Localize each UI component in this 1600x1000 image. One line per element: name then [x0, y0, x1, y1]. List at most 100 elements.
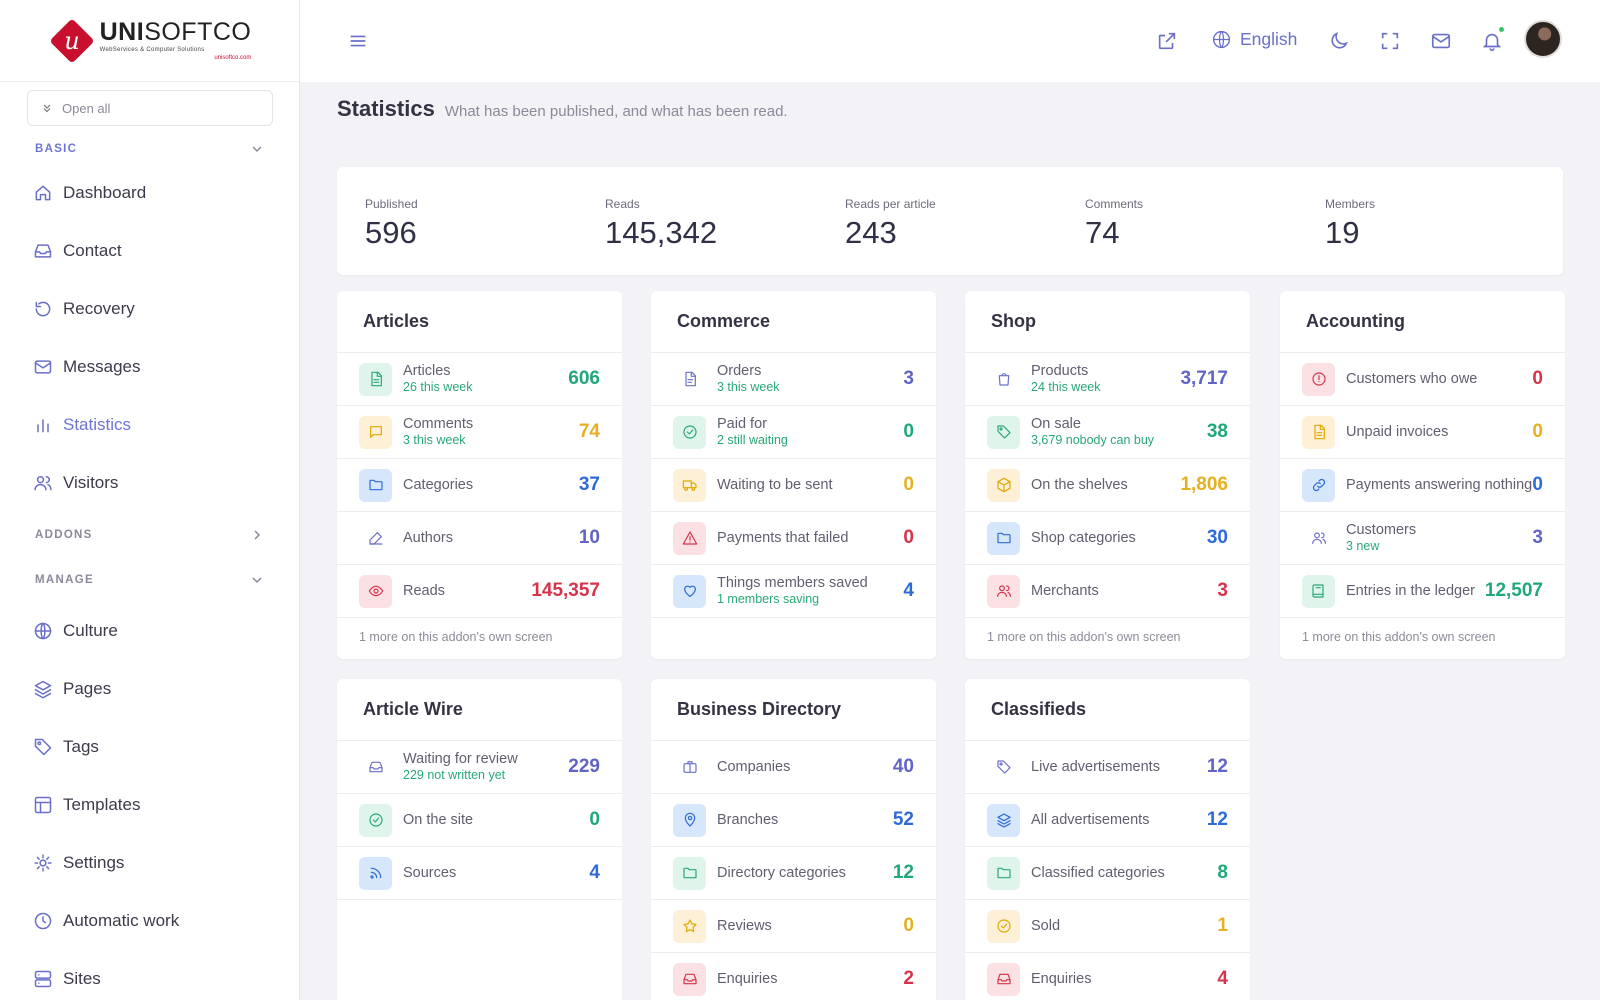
stat-row-customers[interactable]: Customers 3 new 3 [1280, 512, 1565, 565]
tag-icon [987, 751, 1020, 784]
stat-row-waiting-to-be-sent[interactable]: Waiting to be sent 0 [651, 459, 936, 512]
layout-icon [33, 795, 53, 815]
stat-row-value: 0 [903, 915, 914, 936]
file-icon [673, 363, 706, 396]
stat-row-on-the-shelves[interactable]: On the shelves 1,806 [965, 459, 1250, 512]
moon-icon[interactable] [1328, 30, 1350, 52]
menu-toggle-icon[interactable] [347, 30, 369, 52]
stat-row-products[interactable]: Products 24 this week 3,717 [965, 353, 1250, 406]
stat-row-classified-categories[interactable]: Classified categories 8 [965, 847, 1250, 900]
stat-row-payments-answering-nothing[interactable]: Payments answering nothing 0 [1280, 459, 1565, 512]
stat-row-on-the-site[interactable]: On the site 0 [337, 794, 622, 847]
sidebar-item-tags[interactable]: Tags [33, 737, 99, 757]
stat-row-branches[interactable]: Branches 52 [651, 794, 936, 847]
card-accounting: Accounting Customers who owe 0 Unpaid invoi… [1280, 291, 1565, 659]
language-selector[interactable]: English [1211, 29, 1297, 50]
sidebar-item-pages[interactable]: Pages [33, 679, 111, 699]
briefcase-icon [673, 751, 706, 784]
sidebar-item-messages[interactable]: Messages [33, 357, 140, 377]
stat-row-value: 3 [1217, 580, 1228, 601]
globe-icon [1211, 29, 1232, 50]
stat-row-comments[interactable]: Comments 3 this week 74 [337, 406, 622, 459]
sidebar-item-culture[interactable]: Culture [33, 621, 118, 641]
sidebar-item-visitors[interactable]: Visitors [33, 473, 118, 493]
mail-icon[interactable] [1430, 30, 1452, 52]
stat-row-reviews[interactable]: Reviews 0 [651, 900, 936, 953]
mail-icon [33, 357, 53, 377]
stat-row-customers-who-owe[interactable]: Customers who owe 0 [1280, 353, 1565, 406]
section-manage[interactable]: MANAGE [35, 574, 263, 586]
summary-stat-published: Published 596 [365, 197, 418, 251]
stat-row-value: 0 [1532, 474, 1543, 495]
external-link-icon[interactable] [1156, 30, 1178, 52]
stat-row-label: Unpaid invoices [1346, 423, 1449, 440]
stat-row-categories[interactable]: Categories 37 [337, 459, 622, 512]
stat-row-payments-that-failed[interactable]: Payments that failed 0 [651, 512, 936, 565]
sidebar-item-statistics[interactable]: Statistics [33, 415, 131, 435]
stat-row-label: Sources [403, 864, 457, 881]
stat-row-authors[interactable]: Authors 10 [337, 512, 622, 565]
stat-row-all-advertisements[interactable]: All advertisements 12 [965, 794, 1250, 847]
sidebar-item-templates[interactable]: Templates [33, 795, 140, 815]
stat-row-shop-categories[interactable]: Shop categories 30 [965, 512, 1250, 565]
stat-row-label: Payments answering nothing [1346, 476, 1533, 493]
stat-row-live-advertisements[interactable]: Live advertisements 12 [965, 741, 1250, 794]
stat-row-value: 0 [1532, 421, 1543, 442]
stat-row-value: 0 [903, 527, 914, 548]
chevrons-down-icon [42, 103, 52, 113]
sidebar-item-label: Templates [63, 795, 141, 814]
sidebar-item-sites[interactable]: Sites [33, 969, 101, 989]
open-all-button[interactable]: Open all [27, 90, 273, 126]
card-commerce: Commerce Orders 3 this week 3 Paid for 2 stil… [651, 291, 936, 659]
stat-row-enquiries[interactable]: Enquiries 2 [651, 953, 936, 1000]
stat-row-waiting-for-review[interactable]: Waiting for review 229 not written yet 229 [337, 741, 622, 794]
sidebar-item-settings[interactable]: Settings [33, 853, 124, 873]
summary-stat-members: Members 19 [1325, 197, 1375, 251]
stat-row-sold[interactable]: Sold 1 [965, 900, 1250, 953]
sidebar-item-recovery[interactable]: Recovery [33, 299, 135, 319]
avatar[interactable] [1524, 20, 1562, 58]
stat-row-label: Customers [1346, 522, 1417, 539]
stat-row-label: Categories [403, 476, 474, 493]
stat-row-label: On sale [1031, 416, 1081, 433]
stat-row-directory-categories[interactable]: Directory categories 12 [651, 847, 936, 900]
stat-row-companies[interactable]: Companies 40 [651, 741, 936, 794]
stat-row-label: Classified categories [1031, 864, 1165, 881]
stat-row-label: Enquiries [717, 970, 778, 987]
stat-row-label: Waiting for review [403, 751, 518, 768]
alert-triangle-icon [673, 521, 706, 555]
check-circle-icon [673, 415, 706, 449]
stat-row-on-sale[interactable]: On sale 3,679 nobody can buy 38 [965, 406, 1250, 459]
card-footer-note[interactable]: 1 more on this addon's own screen [987, 630, 1181, 644]
sidebar-item-contact[interactable]: Contact [33, 241, 122, 261]
tag-icon [33, 737, 53, 757]
stat-row-articles[interactable]: Articles 26 this week 606 [337, 353, 622, 406]
stat-row-value: 0 [589, 809, 600, 830]
stat-row-paid-for[interactable]: Paid for 2 still waiting 0 [651, 406, 936, 459]
stat-row-value: 74 [578, 421, 600, 442]
open-all-label: Open all [62, 100, 111, 116]
stat-row-reads[interactable]: Reads 145,357 [337, 565, 622, 618]
brand-logo[interactable]: u UNISOFTCO WebServices & Computer Solut… [0, 0, 299, 82]
stat-row-things-members-saved[interactable]: Things members saved 1 members saving 4 [651, 565, 936, 618]
layers-icon [987, 803, 1020, 837]
section-basic[interactable]: BASIC [35, 143, 263, 155]
card-footer-note[interactable]: 1 more on this addon's own screen [1302, 630, 1496, 644]
card-footer-note[interactable]: 1 more on this addon's own screen [359, 630, 553, 644]
sidebar-item-automatic-work[interactable]: Automatic work [33, 911, 179, 931]
section-addons[interactable]: ADDONS [35, 529, 263, 541]
stat-row-sources[interactable]: Sources 4 [337, 847, 622, 900]
stat-row-unpaid-invoices[interactable]: Unpaid invoices 0 [1280, 406, 1565, 459]
stat-row-value: 8 [1217, 862, 1228, 883]
stat-row-merchants[interactable]: Merchants 3 [965, 565, 1250, 618]
page-subtitle: What has been published, and what has be… [444, 103, 788, 120]
fullscreen-icon[interactable] [1379, 30, 1401, 52]
card-title: Classifieds [965, 679, 1250, 741]
stat-row-orders[interactable]: Orders 3 this week 3 [651, 353, 936, 406]
stat-row-label: Comments [403, 416, 474, 433]
sidebar-item-dashboard[interactable]: Dashboard [33, 183, 146, 203]
stat-row-entries-in-the-ledger[interactable]: Entries in the ledger 12,507 [1280, 565, 1565, 618]
bell-icon[interactable] [1481, 30, 1503, 52]
stat-row-enquiries[interactable]: Enquiries 4 [965, 953, 1250, 1000]
stat-row-label: Branches [717, 811, 779, 828]
